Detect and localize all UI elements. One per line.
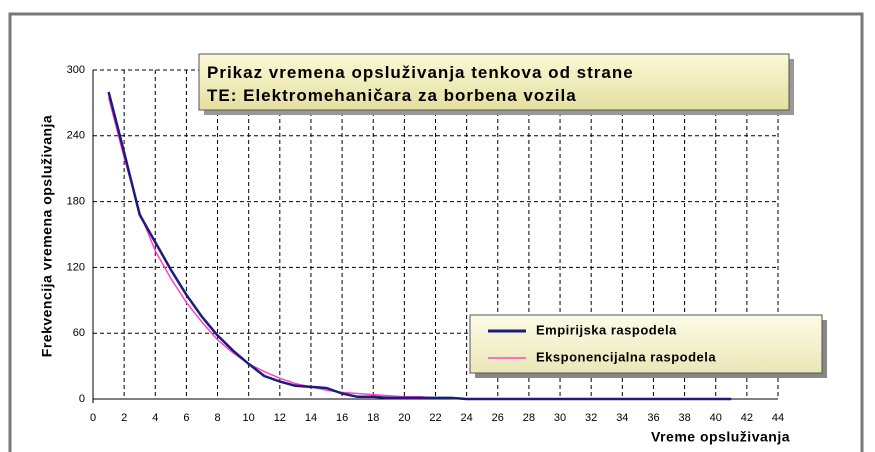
x-tick-label: 6 [183, 412, 189, 424]
x-tick-label: 14 [305, 412, 317, 424]
x-tick-label: 34 [616, 412, 628, 424]
x-tick-label: 22 [429, 412, 441, 424]
series-line [107, 91, 732, 401]
y-tick-label: 0 [79, 393, 85, 405]
x-tick-label: 36 [647, 412, 659, 424]
y-tick-label: 180 [67, 196, 85, 208]
title-line: TE: Elektromehaničara za borbena vozila [207, 86, 577, 105]
x-tick-label: 0 [90, 412, 96, 424]
legend-box [469, 314, 823, 374]
legend-label: Empirijska raspodela [536, 322, 677, 337]
y-tick-label: 120 [67, 261, 85, 273]
y-tick-label: 60 [73, 327, 85, 339]
x-tick-label: 2 [121, 412, 127, 424]
x-axis-label: Vreme opsluživanja [651, 429, 790, 445]
y-tick-label: 240 [67, 130, 85, 142]
x-tick-label: 4 [152, 412, 158, 424]
x-tick-label: 42 [741, 412, 753, 424]
x-tick-label: 20 [398, 412, 410, 424]
title-box [198, 53, 790, 111]
title-line: Prikaz vremena opsluživanja tenkova od s… [207, 63, 634, 82]
x-tick-label: 32 [585, 412, 597, 424]
x-tick-label: 44 [772, 412, 784, 424]
x-tick-label: 12 [274, 412, 286, 424]
x-tick-label: 30 [554, 412, 566, 424]
x-tick-label: 40 [710, 412, 722, 424]
y-axis-label: Frekvencija vremena opsluživanja [39, 115, 55, 357]
x-tick-label: 18 [367, 412, 379, 424]
y-tick-label: 300 [67, 64, 85, 76]
legend-label: Eksponencijalna raspodela [536, 349, 716, 364]
x-tick-label: 24 [461, 412, 473, 424]
x-tick-label: 28 [523, 412, 535, 424]
x-tick-label: 16 [336, 412, 348, 424]
x-tick-label: 8 [214, 412, 220, 424]
x-tick-label: 10 [243, 412, 255, 424]
x-tick-label: 26 [492, 412, 504, 424]
x-tick-label: 38 [678, 412, 690, 424]
